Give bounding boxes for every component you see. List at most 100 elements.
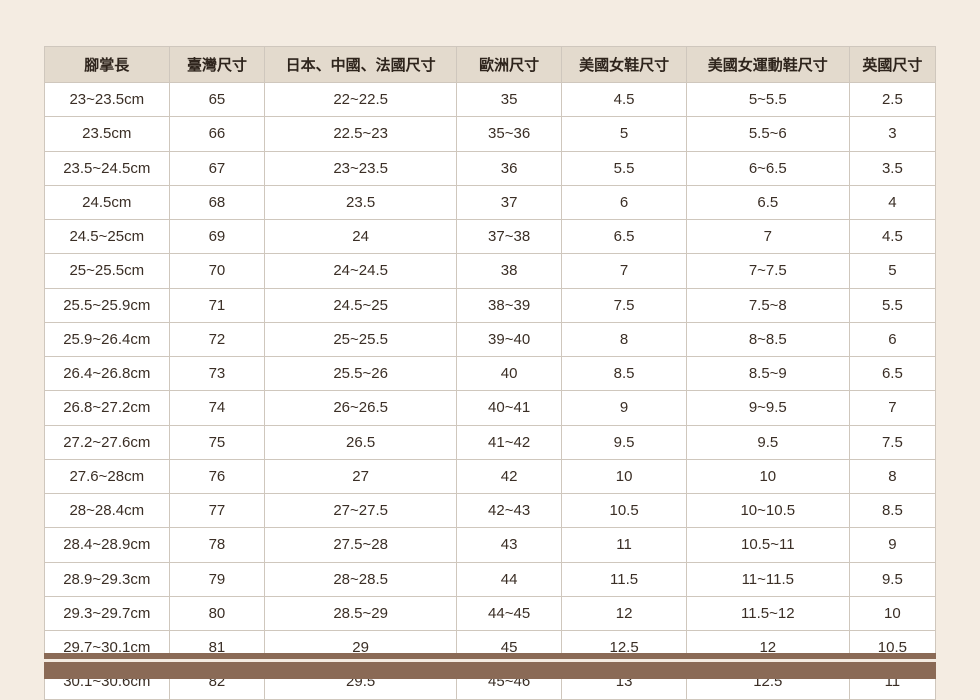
col-header-taiwan: 臺灣尺寸 [169,47,265,83]
table-cell: 23.5cm [45,117,170,151]
table-cell: 37 [456,185,561,219]
table-cell: 6.5 [562,220,687,254]
table-cell: 25~25.5cm [45,254,170,288]
table-cell: 9.5 [686,425,849,459]
table-cell: 37~38 [456,220,561,254]
table-cell: 27 [265,459,457,493]
table-cell: 42~43 [456,494,561,528]
table-cell: 70 [169,254,265,288]
table-cell: 24~24.5 [265,254,457,288]
table-cell: 24.5~25 [265,288,457,322]
table-cell: 80 [169,596,265,630]
table-row: 24.5~25cm692437~386.574.5 [45,220,936,254]
table-row: 28.9~29.3cm7928~28.54411.511~11.59.5 [45,562,936,596]
size-table: 腳掌長 臺灣尺寸 日本、中國、法國尺寸 歐洲尺寸 美國女鞋尺寸 美國女運動鞋尺寸… [44,46,936,700]
col-header-foot-length: 腳掌長 [45,47,170,83]
table-cell: 6 [562,185,687,219]
table-cell: 25~25.5 [265,322,457,356]
table-cell: 9~9.5 [686,391,849,425]
table-row: 27.2~27.6cm7526.541~429.59.57.5 [45,425,936,459]
table-cell: 28~28.5 [265,562,457,596]
col-header-jp-cn-fr: 日本、中國、法國尺寸 [265,47,457,83]
table-row: 28.4~28.9cm7827.5~28431110.5~119 [45,528,936,562]
table-cell: 9 [562,391,687,425]
table-row: 23.5cm6622.5~2335~3655.5~63 [45,117,936,151]
table-cell: 6~6.5 [686,151,849,185]
table-cell: 2.5 [849,83,935,117]
table-cell: 10.5 [562,494,687,528]
footer-bar [44,659,936,679]
table-cell: 11~11.5 [686,562,849,596]
col-header-us-women-sport: 美國女運動鞋尺寸 [686,47,849,83]
table-row: 23~23.5cm6522~22.5354.55~5.52.5 [45,83,936,117]
table-cell: 5.5 [849,288,935,322]
table-cell: 5.5~6 [686,117,849,151]
table-cell: 44~45 [456,596,561,630]
table-cell: 26.5 [265,425,457,459]
table-cell: 43 [456,528,561,562]
table-cell: 11.5 [562,562,687,596]
table-cell: 22~22.5 [265,83,457,117]
table-cell: 40~41 [456,391,561,425]
table-row: 25.5~25.9cm7124.5~2538~397.57.5~85.5 [45,288,936,322]
col-header-uk: 英國尺寸 [849,47,935,83]
table-cell: 8~8.5 [686,322,849,356]
table-cell: 28.4~28.9cm [45,528,170,562]
table-cell: 68 [169,185,265,219]
table-cell: 25.9~26.4cm [45,322,170,356]
size-table-container: 腳掌長 臺灣尺寸 日本、中國、法國尺寸 歐洲尺寸 美國女鞋尺寸 美國女運動鞋尺寸… [0,0,980,700]
table-cell: 3.5 [849,151,935,185]
table-cell: 12 [562,596,687,630]
table-cell: 22.5~23 [265,117,457,151]
table-row: 23.5~24.5cm6723~23.5365.56~6.53.5 [45,151,936,185]
table-row: 29.3~29.7cm8028.5~2944~451211.5~1210 [45,596,936,630]
table-cell: 8 [562,322,687,356]
table-cell: 4.5 [562,83,687,117]
table-cell: 8.5 [562,357,687,391]
table-cell: 6.5 [686,185,849,219]
table-cell: 23~23.5 [265,151,457,185]
table-cell: 75 [169,425,265,459]
table-cell: 35 [456,83,561,117]
table-cell: 6 [849,322,935,356]
table-cell: 76 [169,459,265,493]
table-row: 25.9~26.4cm7225~25.539~4088~8.56 [45,322,936,356]
table-cell: 7 [849,391,935,425]
table-body: 23~23.5cm6522~22.5354.55~5.52.523.5cm662… [45,83,936,700]
table-cell: 69 [169,220,265,254]
table-cell: 9.5 [849,562,935,596]
table-cell: 27~27.5 [265,494,457,528]
table-cell: 5~5.5 [686,83,849,117]
table-row: 24.5cm6823.53766.54 [45,185,936,219]
table-cell: 77 [169,494,265,528]
table-cell: 73 [169,357,265,391]
table-cell: 27.5~28 [265,528,457,562]
table-cell: 8 [849,459,935,493]
table-cell: 11.5~12 [686,596,849,630]
table-cell: 23.5~24.5cm [45,151,170,185]
table-cell: 11 [562,528,687,562]
table-cell: 7.5 [849,425,935,459]
table-cell: 74 [169,391,265,425]
table-cell: 7 [562,254,687,288]
table-cell: 25.5~25.9cm [45,288,170,322]
table-cell: 4.5 [849,220,935,254]
table-row: 26.8~27.2cm7426~26.540~4199~9.57 [45,391,936,425]
table-cell: 10.5~11 [686,528,849,562]
table-cell: 10 [849,596,935,630]
table-cell: 66 [169,117,265,151]
table-cell: 72 [169,322,265,356]
table-cell: 44 [456,562,561,596]
table-cell: 10 [686,459,849,493]
table-cell: 9.5 [562,425,687,459]
table-cell: 71 [169,288,265,322]
table-cell: 29.3~29.7cm [45,596,170,630]
table-cell: 10~10.5 [686,494,849,528]
table-cell: 39~40 [456,322,561,356]
table-cell: 35~36 [456,117,561,151]
table-cell: 78 [169,528,265,562]
table-cell: 42 [456,459,561,493]
table-cell: 65 [169,83,265,117]
table-cell: 24 [265,220,457,254]
table-cell: 5 [562,117,687,151]
